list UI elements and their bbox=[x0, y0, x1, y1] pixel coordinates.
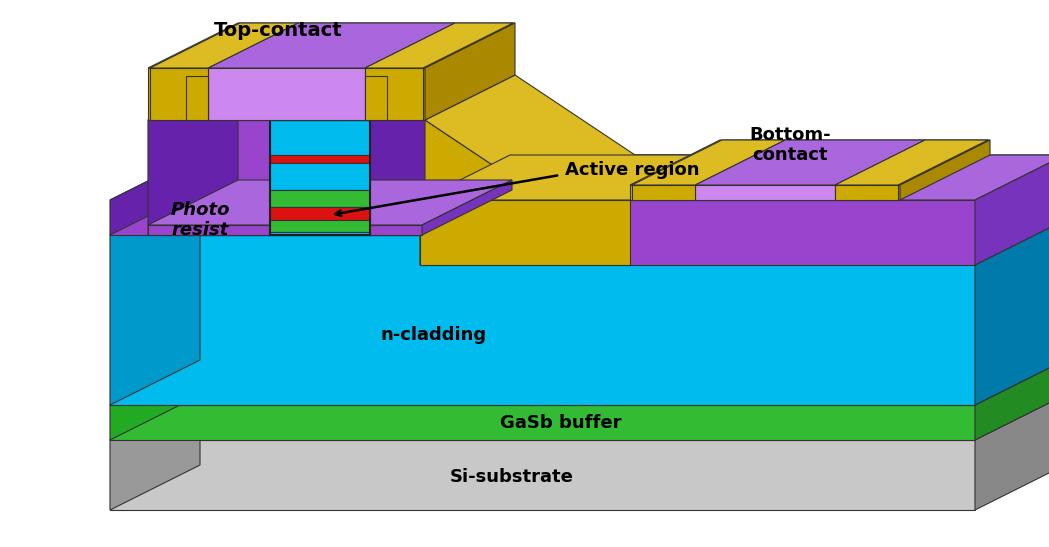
Polygon shape bbox=[695, 140, 925, 185]
Polygon shape bbox=[270, 220, 370, 232]
Polygon shape bbox=[975, 155, 1049, 265]
Polygon shape bbox=[148, 180, 512, 225]
Polygon shape bbox=[631, 185, 695, 200]
Polygon shape bbox=[148, 68, 425, 120]
Polygon shape bbox=[630, 140, 990, 185]
Ellipse shape bbox=[100, 27, 900, 507]
Ellipse shape bbox=[300, 147, 700, 387]
Polygon shape bbox=[148, 120, 270, 235]
Text: Si-substrate: Si-substrate bbox=[450, 468, 574, 486]
Polygon shape bbox=[270, 232, 370, 235]
Polygon shape bbox=[148, 75, 360, 120]
Polygon shape bbox=[420, 200, 975, 265]
Polygon shape bbox=[695, 185, 835, 200]
Polygon shape bbox=[208, 68, 365, 120]
Polygon shape bbox=[110, 190, 1049, 235]
Polygon shape bbox=[630, 185, 900, 200]
Polygon shape bbox=[208, 23, 455, 68]
Text: n-cladding: n-cladding bbox=[380, 326, 486, 344]
Polygon shape bbox=[270, 163, 370, 190]
Polygon shape bbox=[270, 207, 370, 220]
Polygon shape bbox=[631, 140, 785, 185]
Polygon shape bbox=[150, 23, 298, 68]
Polygon shape bbox=[975, 155, 1049, 235]
Polygon shape bbox=[110, 155, 1049, 200]
Polygon shape bbox=[425, 120, 545, 235]
Polygon shape bbox=[110, 235, 975, 405]
Polygon shape bbox=[425, 75, 635, 200]
Polygon shape bbox=[110, 395, 1049, 440]
Polygon shape bbox=[975, 360, 1049, 440]
Polygon shape bbox=[110, 155, 200, 235]
Ellipse shape bbox=[730, 267, 1030, 427]
Polygon shape bbox=[110, 395, 200, 510]
Polygon shape bbox=[110, 440, 975, 510]
Polygon shape bbox=[420, 220, 1049, 265]
Polygon shape bbox=[370, 120, 420, 235]
Polygon shape bbox=[835, 140, 988, 185]
Polygon shape bbox=[420, 200, 630, 265]
Ellipse shape bbox=[200, 87, 800, 447]
Polygon shape bbox=[365, 76, 387, 120]
Text: Active region: Active region bbox=[565, 161, 700, 179]
Polygon shape bbox=[900, 140, 990, 200]
Polygon shape bbox=[420, 155, 720, 200]
Polygon shape bbox=[148, 75, 238, 235]
Polygon shape bbox=[425, 23, 515, 120]
Polygon shape bbox=[835, 185, 898, 200]
Ellipse shape bbox=[580, 187, 1049, 507]
Polygon shape bbox=[270, 190, 370, 207]
Polygon shape bbox=[370, 75, 510, 120]
Polygon shape bbox=[270, 75, 360, 235]
Polygon shape bbox=[365, 68, 423, 120]
Polygon shape bbox=[420, 75, 510, 235]
Polygon shape bbox=[370, 75, 461, 235]
Text: Top-contact: Top-contact bbox=[214, 20, 342, 39]
Polygon shape bbox=[150, 68, 208, 120]
Polygon shape bbox=[110, 190, 200, 405]
Ellipse shape bbox=[655, 227, 1049, 467]
Polygon shape bbox=[148, 23, 515, 68]
Polygon shape bbox=[110, 360, 200, 440]
Polygon shape bbox=[422, 180, 512, 235]
Polygon shape bbox=[420, 155, 1049, 200]
Polygon shape bbox=[110, 405, 975, 440]
Polygon shape bbox=[110, 360, 1049, 405]
Text: Bottom-
contact: Bottom- contact bbox=[749, 126, 831, 165]
Polygon shape bbox=[270, 155, 370, 163]
Polygon shape bbox=[420, 190, 510, 265]
Polygon shape bbox=[975, 190, 1049, 405]
Text: Photo
resist: Photo resist bbox=[170, 201, 230, 240]
Polygon shape bbox=[110, 200, 975, 235]
Polygon shape bbox=[975, 395, 1049, 510]
Text: GaSb buffer: GaSb buffer bbox=[500, 414, 621, 432]
Polygon shape bbox=[270, 120, 370, 155]
Polygon shape bbox=[148, 225, 422, 235]
Polygon shape bbox=[186, 76, 208, 120]
Polygon shape bbox=[365, 23, 513, 68]
